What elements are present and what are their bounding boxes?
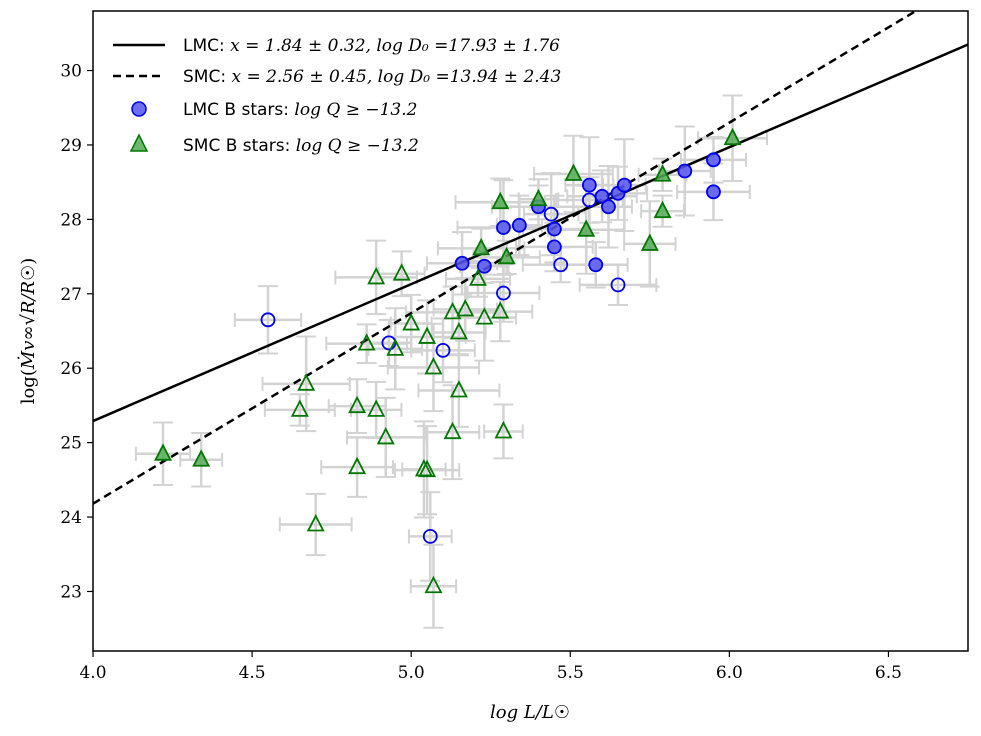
legend-lmc-stars-text: LMC B stars: log Q ≥ −13.2 <box>183 100 417 120</box>
smc-point <box>418 326 437 344</box>
y-tick-label: 25 <box>60 434 82 454</box>
lmc-point <box>476 258 492 274</box>
x-tick-label: 6.0 <box>716 663 743 683</box>
smc-point <box>443 421 462 440</box>
smc-point <box>449 322 468 340</box>
legend-lmc-text: LMC: x = 1.84 ± 0.32, log D₀ =17.93 ± 1.… <box>183 36 560 56</box>
smc-point <box>723 127 742 146</box>
smc-point <box>456 298 475 317</box>
data-points <box>154 127 742 594</box>
lmc-point <box>616 177 632 193</box>
y-tick-label: 30 <box>60 62 82 82</box>
smc-point <box>653 200 672 219</box>
fit-line-smc <box>93 11 919 505</box>
smc-point <box>154 443 172 461</box>
smc-point <box>491 301 510 319</box>
y-tick-label: 27 <box>60 285 82 305</box>
smc-point <box>376 426 395 445</box>
x-axis: 4.0 4.5 5.0 5.5 6.0 6.5 <box>79 651 902 683</box>
smc-point <box>564 163 583 181</box>
x-tick-label: 6.5 <box>875 663 902 683</box>
lmc-point <box>511 217 527 233</box>
lmc-point <box>581 177 597 193</box>
smc-point <box>469 268 487 286</box>
legend: LMC: x = 1.84 ± 0.32, log D₀ =17.93 ± 1.… <box>113 36 561 156</box>
smc-point <box>418 459 437 478</box>
lmc-point <box>381 335 397 351</box>
lmc-point <box>706 152 721 168</box>
lmc-point <box>496 285 511 301</box>
legend-smc-stars-text: SMC B stars: log Q ≥ −13.2 <box>183 136 419 156</box>
y-tick-label: 29 <box>60 136 82 156</box>
lmc-point <box>706 184 721 200</box>
x-tick-label: 4.0 <box>79 663 106 683</box>
lmc-point <box>496 220 511 235</box>
lmc-point <box>601 199 616 215</box>
lmc-point <box>454 255 470 271</box>
lmc-point <box>677 163 693 179</box>
legend-smc-text: SMC: x = 2.56 ± 0.45, log D₀ =13.94 ± 2.… <box>183 67 561 87</box>
smc-point <box>640 233 659 251</box>
x-tick-label: 4.5 <box>239 663 266 683</box>
smc-point <box>367 266 386 285</box>
smc-point <box>449 380 468 398</box>
x-tick-label: 5.5 <box>557 663 584 683</box>
smc-point <box>348 395 367 414</box>
smc-point <box>402 313 421 331</box>
lmc-point <box>435 342 451 358</box>
smc-point <box>357 333 376 351</box>
plot-frame <box>92 10 969 652</box>
y-axis-label: log(Ṁv∞√R/R☉) <box>16 258 39 405</box>
y-axis: 23 24 25 26 27 28 29 30 <box>60 62 93 602</box>
lmc-point <box>581 192 597 208</box>
lmc-point <box>594 188 610 204</box>
x-axis-label: log L/L☉ <box>490 702 570 723</box>
lmc-point <box>553 257 569 273</box>
smc-point <box>306 514 325 532</box>
smc-point <box>192 449 211 467</box>
smc-point <box>491 191 510 210</box>
smc-point <box>653 164 672 182</box>
legend-lmc-marker <box>131 101 147 117</box>
lmc-point <box>422 528 438 544</box>
fit-line-lmc <box>93 43 968 423</box>
smc-point <box>348 456 367 475</box>
lmc-point <box>260 312 276 328</box>
smc-point <box>443 301 462 320</box>
y-tick-label: 24 <box>60 508 82 528</box>
y-tick-label: 28 <box>60 210 82 230</box>
smc-point <box>497 246 516 265</box>
legend-smc-marker <box>129 133 149 152</box>
smc-point <box>424 357 443 375</box>
smc-point <box>475 307 494 325</box>
smc-point <box>424 575 443 594</box>
smc-point <box>392 263 411 281</box>
lmc-point <box>610 277 626 293</box>
smc-point <box>297 373 316 391</box>
lmc-point <box>546 221 562 237</box>
x-tick-label: 5.0 <box>398 663 425 683</box>
lmc-point <box>543 206 559 222</box>
smc-point <box>367 399 386 417</box>
lmc-point <box>546 239 562 255</box>
smc-point <box>472 237 491 256</box>
smc-point <box>577 219 596 237</box>
fit-lines <box>93 11 968 505</box>
smc-point <box>386 338 405 356</box>
y-tick-label: 23 <box>60 582 82 602</box>
smc-point <box>494 421 513 439</box>
y-tick-label: 26 <box>60 359 82 379</box>
smc-point <box>290 399 309 417</box>
smc-point <box>529 188 548 207</box>
lmc-point <box>588 257 604 273</box>
